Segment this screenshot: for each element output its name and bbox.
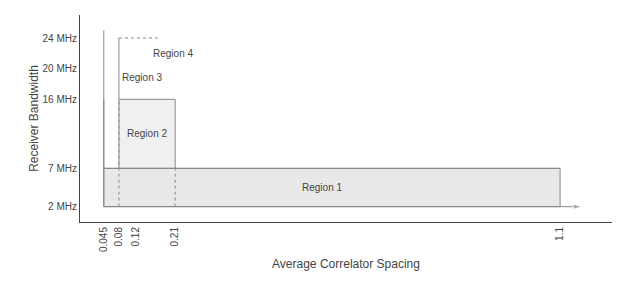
svg-text:1.1: 1.1 (554, 227, 565, 241)
svg-text:Region 3: Region 3 (122, 72, 162, 83)
svg-text:0.045: 0.045 (98, 227, 109, 252)
svg-text:20 MHz: 20 MHz (43, 63, 77, 74)
svg-text:24 MHz: 24 MHz (43, 33, 77, 44)
svg-text:7 MHz: 7 MHz (48, 163, 77, 174)
svg-text:Average Correlator Spacing: Average Correlator Spacing (272, 257, 420, 271)
svg-text:0.21: 0.21 (169, 227, 180, 247)
svg-text:Region 4: Region 4 (153, 48, 193, 59)
svg-text:0.08: 0.08 (113, 227, 124, 247)
svg-text:2 MHz: 2 MHz (48, 201, 77, 212)
svg-text:0.12: 0.12 (130, 227, 141, 247)
svg-text:Region 1: Region 1 (302, 182, 342, 193)
svg-text:Receiver Bandwidth: Receiver Bandwidth (27, 65, 41, 172)
svg-text:16 MHz: 16 MHz (43, 94, 77, 105)
svg-text:Region 2: Region 2 (127, 128, 167, 139)
